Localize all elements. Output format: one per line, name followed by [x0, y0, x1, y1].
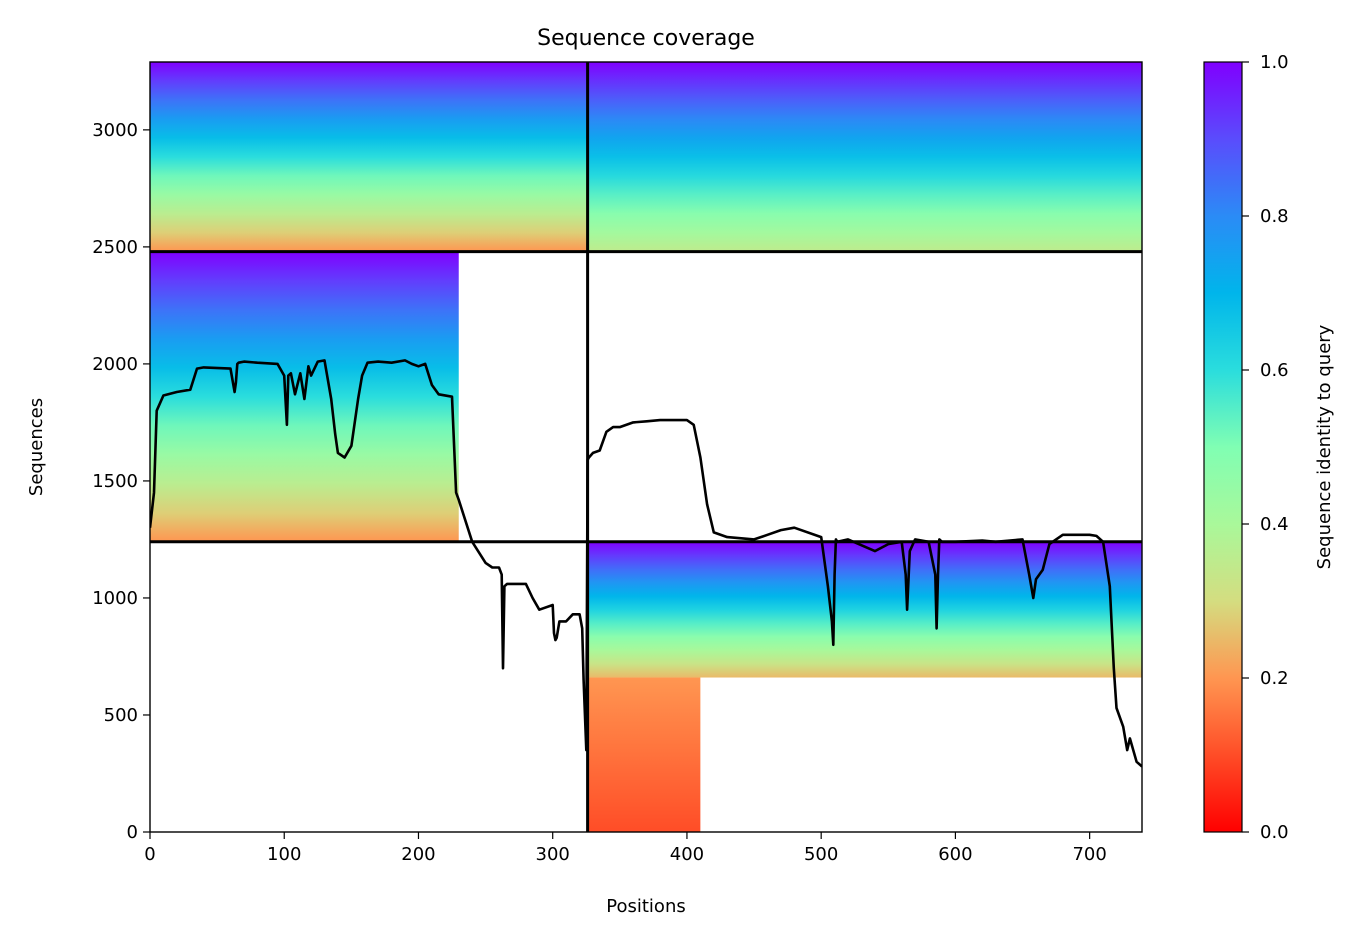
alignment-block [150, 62, 588, 252]
alignment-block [587, 62, 1142, 252]
x-tick-label: 100 [267, 844, 301, 865]
x-tick-label: 400 [670, 844, 704, 865]
y-tick-label: 2000 [92, 354, 138, 375]
y-tick-label: 0 [127, 822, 138, 843]
x-tick-label: 600 [938, 844, 972, 865]
colorbar-tick-label: 0.2 [1260, 668, 1289, 689]
plot-frame [149, 61, 1143, 833]
coverage-line [150, 359, 1142, 768]
x-tick-label: 500 [804, 844, 838, 865]
colorbar-label: Sequence identity to query [1314, 324, 1335, 569]
y-tick-label: 1000 [92, 588, 138, 609]
x-tick-label: 700 [1072, 844, 1106, 865]
y-tick-label: 1500 [92, 471, 138, 492]
alignment-block [587, 541, 1142, 678]
x-tick-label: 200 [401, 844, 435, 865]
colorbar [1203, 61, 1243, 833]
chart-title: Sequence coverage [537, 26, 755, 51]
y-tick-label: 3000 [92, 120, 138, 141]
x-tick-label: 300 [536, 844, 570, 865]
colorbar-tick-label: 1.0 [1260, 52, 1289, 73]
colorbar-tick-label: 0.8 [1260, 206, 1289, 227]
x-tick-label: 0 [144, 844, 155, 865]
y-axis-label: Sequences [26, 398, 47, 496]
y-tick-label: 500 [104, 705, 138, 726]
colorbar-tick-label: 0.4 [1260, 514, 1289, 535]
colorbar-tick-label: 0.0 [1260, 822, 1289, 843]
x-axis-label: Positions [606, 896, 685, 917]
y-tick-label: 2500 [92, 237, 138, 258]
colorbar-tick-label: 0.6 [1260, 360, 1289, 381]
alignment-block [587, 677, 701, 832]
